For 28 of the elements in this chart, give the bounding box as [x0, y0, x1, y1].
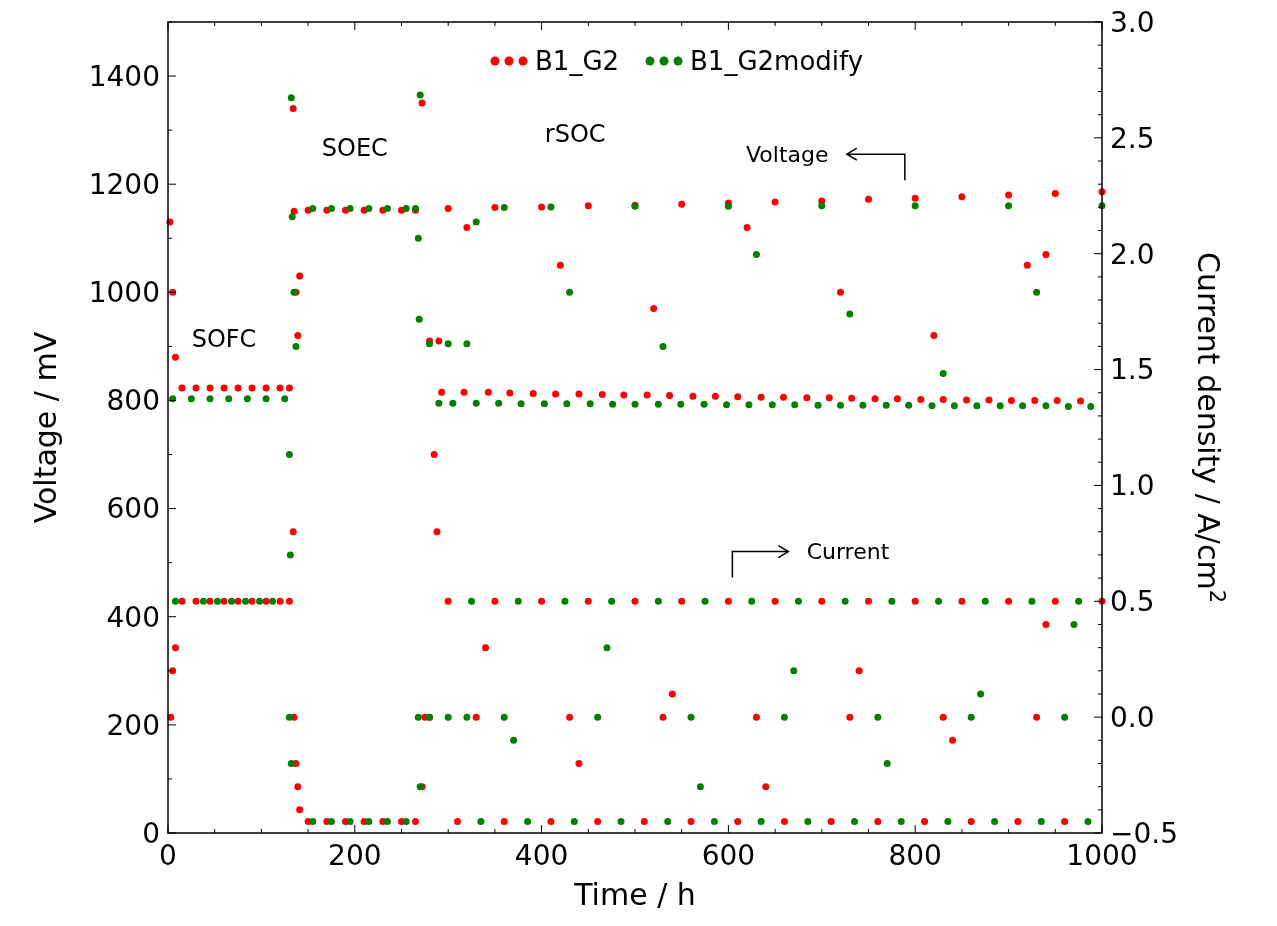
annotation: Voltage — [745, 141, 829, 167]
y-tick-label: 600 — [106, 492, 160, 526]
y-tick-label: 1000 — [88, 276, 160, 310]
y-axis-title: Voltage / mV — [28, 331, 63, 524]
y2-tick-label: 0.0 — [1110, 700, 1155, 734]
x-axis-title: Time / h — [573, 877, 696, 912]
y2-tick-label: 0.5 — [1110, 585, 1155, 619]
x-tick-label: 600 — [701, 839, 756, 872]
y2-tick-label: 2.0 — [1110, 237, 1155, 271]
y-tick-label: 800 — [106, 384, 160, 418]
x-tick-label: 200 — [328, 839, 382, 872]
y-tick-label: 400 — [106, 600, 160, 634]
y2-tick-label: 2.5 — [1110, 121, 1155, 155]
y2-tick-label: 1.0 — [1110, 469, 1155, 503]
y2-tick-label: 1.5 — [1110, 353, 1155, 387]
annotation: rSOC — [544, 120, 606, 149]
y-tick-label: 0 — [142, 816, 160, 850]
annotation: Current — [806, 539, 890, 565]
y2-tick-label: 3.0 — [1110, 5, 1155, 39]
y-tick-label: 200 — [106, 708, 160, 742]
annotation: SOFC — [191, 324, 257, 353]
x-tick-label: 400 — [514, 839, 569, 872]
y-tick-label: 1200 — [88, 168, 160, 201]
legend-label: B1_G2modify — [690, 46, 864, 76]
legend-label: B1_G2 — [535, 46, 620, 76]
y-tick-label: 1400 — [88, 59, 160, 93]
annotation: SOEC — [321, 134, 388, 163]
x-tick-label: 800 — [888, 839, 942, 872]
